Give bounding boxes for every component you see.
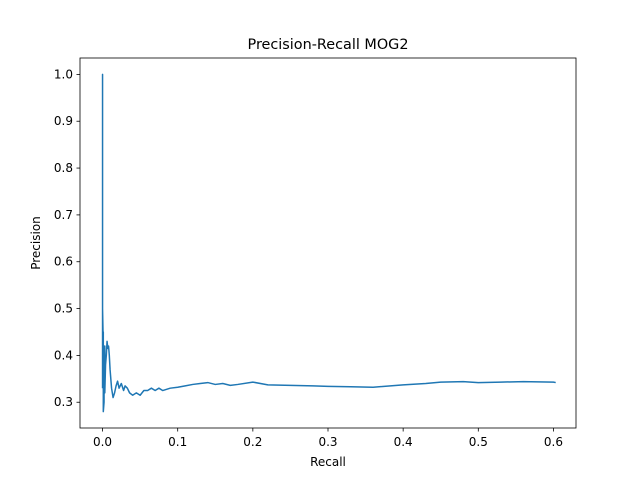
y-axis-ticks: 0.3 0.4 0.5 0.6 0.7 0.8 0.9 1.0 bbox=[54, 67, 80, 409]
y-tick-label: 0.5 bbox=[54, 302, 73, 316]
y-tick-label: 0.9 bbox=[54, 114, 73, 128]
series-layer bbox=[101, 73, 556, 413]
x-tick-label: 0.3 bbox=[318, 435, 337, 449]
x-tick-label: 0.5 bbox=[469, 435, 488, 449]
y-tick-label: 0.3 bbox=[54, 395, 73, 409]
x-tick-label: 0.1 bbox=[168, 435, 187, 449]
x-tick-label: 0.6 bbox=[544, 435, 563, 449]
y-tick-label: 0.8 bbox=[54, 161, 73, 175]
precision-recall-line bbox=[101, 73, 556, 413]
y-tick-label: 0.6 bbox=[54, 255, 73, 269]
y-tick-label: 0.4 bbox=[54, 348, 73, 362]
x-tick-label: 0.2 bbox=[243, 435, 262, 449]
x-axis-label: Recall bbox=[310, 455, 346, 469]
x-axis-ticks: 0.0 0.1 0.2 0.3 0.4 0.5 0.6 bbox=[93, 428, 563, 449]
plot-background bbox=[80, 58, 576, 428]
x-tick-label: 0.0 bbox=[93, 435, 112, 449]
x-tick-label: 0.4 bbox=[394, 435, 413, 449]
y-axis-label: Precision bbox=[29, 216, 43, 270]
chart-title: Precision-Recall MOG2 bbox=[248, 37, 409, 53]
plot-area: 0.0 0.1 0.2 0.3 0.4 0.5 0.6 0.3 0.4 0.5 0.6 0.7 0.8… bbox=[54, 57, 577, 449]
axes-frame bbox=[79, 57, 577, 429]
y-tick-label: 1.0 bbox=[54, 67, 73, 81]
y-tick-label: 0.7 bbox=[54, 208, 73, 222]
